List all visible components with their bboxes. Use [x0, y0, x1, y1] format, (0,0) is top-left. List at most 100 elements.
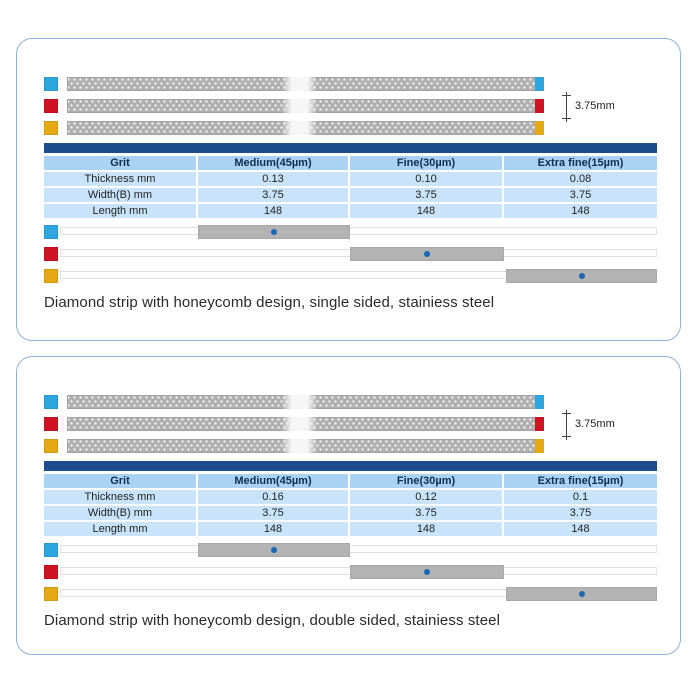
dimension-label: 3.75mm	[575, 418, 615, 430]
table-row-label-thickness: Thickness mm	[44, 490, 196, 504]
table-header-extra-fine: Extra fine(15µm)	[504, 156, 657, 170]
strip-center-gap	[281, 77, 318, 91]
table-cell-thickness-medium: 0.16	[198, 490, 348, 504]
grit-color-chip-medium	[44, 77, 58, 91]
table-cell-width-medium: 3.75	[198, 506, 348, 520]
table-row-label-length: Length mm	[44, 522, 196, 536]
strip-images: 3.75mm	[44, 77, 657, 135]
indicator-bar-extra-fine	[506, 269, 657, 283]
indicator-track	[60, 227, 657, 235]
dimension-line	[562, 410, 571, 440]
strip-row-extra-fine	[44, 439, 657, 453]
strip-center-gap	[281, 439, 318, 453]
indicator-row-medium	[44, 543, 657, 557]
grit-color-chip-fine	[44, 417, 58, 431]
product-spec-card-single-sided: 3.75mm Grit Medium(45µm) Fine(30µm) Extr…	[16, 38, 681, 341]
diamond-strip-fine	[67, 417, 544, 431]
strip-end-cap-medium	[535, 77, 544, 91]
strip-end-cap-fine	[535, 417, 544, 431]
indicator-dot	[578, 591, 585, 597]
strip-row-medium	[44, 77, 657, 91]
divider-bar	[44, 461, 657, 471]
grit-color-chip-extra-fine	[44, 439, 58, 453]
grit-color-chip-extra-fine	[44, 121, 58, 135]
grit-position-indicators	[44, 543, 657, 601]
indicator-dot	[424, 251, 430, 257]
table-cell-width-extra-fine: 3.75	[504, 188, 657, 202]
strip-row-extra-fine	[44, 121, 657, 135]
indicator-row-medium	[44, 225, 657, 239]
diamond-strip-extra-fine	[67, 439, 544, 453]
dimension-line	[562, 92, 571, 122]
strip-row-fine	[44, 417, 657, 431]
diamond-strip-extra-fine	[67, 121, 544, 135]
indicator-bar-fine	[350, 247, 504, 261]
indicator-bar-extra-fine	[506, 587, 657, 601]
table-row-label-thickness: Thickness mm	[44, 172, 196, 186]
table-cell-thickness-fine: 0.10	[350, 172, 502, 186]
table-cell-length-fine: 148	[350, 204, 502, 218]
table-row-label-width: Width(B) mm	[44, 506, 196, 520]
table-cell-width-fine: 3.75	[350, 506, 502, 520]
spec-table: Grit Medium(45µm) Fine(30µm) Extra fine(…	[44, 156, 657, 218]
strip-center-gap	[281, 395, 318, 409]
strip-center-gap	[281, 417, 318, 431]
strip-center-gap	[281, 121, 318, 135]
indicator-chip-fine	[44, 565, 58, 579]
strip-row-fine	[44, 99, 657, 113]
grit-color-chip-medium	[44, 395, 58, 409]
product-spec-card-double-sided: 3.75mm Grit Medium(45µm) Fine(30µm) Extr…	[16, 356, 681, 655]
indicator-chip-fine	[44, 247, 58, 261]
table-cell-length-fine: 148	[350, 522, 502, 536]
strip-end-cap-medium	[535, 395, 544, 409]
indicator-chip-extra-fine	[44, 587, 58, 601]
indicator-dot	[578, 273, 585, 279]
dimension-label: 3.75mm	[575, 100, 615, 112]
grit-position-indicators	[44, 225, 657, 283]
table-cell-thickness-extra-fine: 0.1	[504, 490, 657, 504]
indicator-chip-medium	[44, 543, 58, 557]
table-row-label-length: Length mm	[44, 204, 196, 218]
table-cell-thickness-extra-fine: 0.08	[504, 172, 657, 186]
table-header-fine: Fine(30µm)	[350, 156, 502, 170]
indicator-bar-fine	[350, 565, 504, 579]
indicator-row-extra-fine	[44, 269, 657, 283]
product-caption: Diamond strip with honeycomb design, dou…	[44, 612, 501, 629]
divider-bar	[44, 143, 657, 153]
table-header-medium: Medium(45µm)	[198, 474, 348, 488]
indicator-bar-medium	[198, 543, 350, 557]
strip-images: 3.75mm	[44, 395, 657, 453]
indicator-row-extra-fine	[44, 587, 657, 601]
table-cell-length-extra-fine: 148	[504, 204, 657, 218]
table-cell-length-medium: 148	[198, 204, 348, 218]
indicator-chip-medium	[44, 225, 58, 239]
indicator-row-fine	[44, 565, 657, 579]
indicator-row-fine	[44, 247, 657, 261]
strip-end-cap-extra-fine	[535, 121, 544, 135]
table-cell-width-extra-fine: 3.75	[504, 506, 657, 520]
indicator-track	[60, 545, 657, 553]
table-cell-width-fine: 3.75	[350, 188, 502, 202]
table-cell-width-medium: 3.75	[198, 188, 348, 202]
diamond-strip-medium	[67, 77, 544, 91]
table-cell-length-medium: 148	[198, 522, 348, 536]
indicator-dot	[424, 569, 430, 575]
table-header-grit: Grit	[44, 156, 196, 170]
table-cell-length-extra-fine: 148	[504, 522, 657, 536]
spec-table: Grit Medium(45µm) Fine(30µm) Extra fine(…	[44, 474, 657, 536]
strip-center-gap	[281, 99, 318, 113]
table-header-extra-fine: Extra fine(15µm)	[504, 474, 657, 488]
indicator-chip-extra-fine	[44, 269, 58, 283]
indicator-dot	[271, 547, 277, 553]
table-row-label-width: Width(B) mm	[44, 188, 196, 202]
indicator-bar-medium	[198, 225, 350, 239]
table-header-grit: Grit	[44, 474, 196, 488]
diamond-strip-medium	[67, 395, 544, 409]
diamond-strip-fine	[67, 99, 544, 113]
table-cell-thickness-medium: 0.13	[198, 172, 348, 186]
strip-end-cap-fine	[535, 99, 544, 113]
table-cell-thickness-fine: 0.12	[350, 490, 502, 504]
strip-row-medium	[44, 395, 657, 409]
product-caption: Diamond strip with honeycomb design, sin…	[44, 294, 495, 311]
strip-end-cap-extra-fine	[535, 439, 544, 453]
